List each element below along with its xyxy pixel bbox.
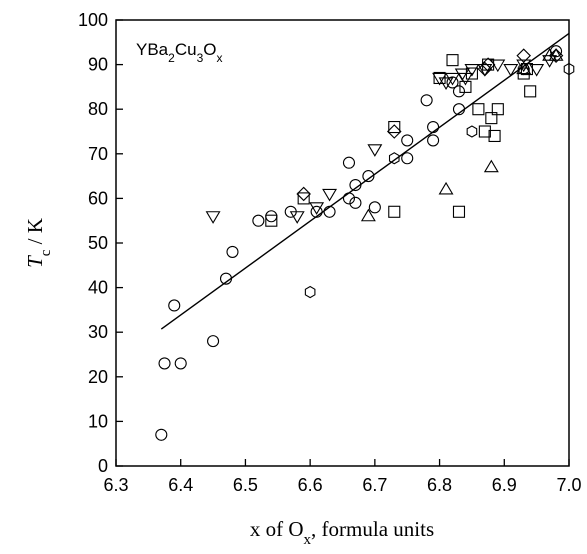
diamond-marker — [477, 61, 493, 77]
y-tick-label: 60 — [88, 188, 108, 208]
circle-marker — [323, 205, 336, 218]
triangle-up-marker — [438, 181, 454, 195]
x-tick-label: 6.6 — [298, 475, 323, 495]
diamond-marker — [386, 124, 402, 139]
y-tick-label: 50 — [88, 233, 108, 253]
triangle-down-marker — [438, 77, 454, 91]
circle-marker — [155, 428, 168, 441]
circle-marker — [420, 94, 433, 107]
circle-marker — [342, 192, 356, 205]
compound-annotation: YBa2Cu3Ox — [136, 40, 222, 65]
triangle-down-marker — [367, 144, 383, 157]
x-tick-label: 7.0 — [556, 475, 581, 495]
circle-marker — [401, 134, 414, 147]
triangle-down-marker — [289, 211, 305, 224]
y-tick-label: 80 — [88, 99, 108, 119]
circle-marker — [427, 120, 440, 134]
circle-marker — [174, 357, 187, 370]
circle-marker — [265, 210, 278, 223]
y-axis: 0 10 20 30 40 50 60 70 80 90 100 — [78, 10, 123, 476]
x-axis-title: x of Ox, formula units — [250, 517, 434, 548]
circle-marker — [158, 357, 171, 370]
circle-marker — [207, 335, 220, 348]
circle-marker — [401, 152, 414, 165]
square-marker — [488, 129, 501, 143]
square-marker — [265, 214, 278, 227]
circle-marker — [349, 196, 362, 209]
circle-marker — [427, 134, 440, 147]
square-marker — [297, 192, 310, 205]
y-tick-label: 20 — [88, 367, 108, 387]
circle-marker — [362, 170, 375, 183]
triangle-up-marker — [548, 48, 564, 61]
diamond-marker — [480, 57, 496, 72]
y-tick-label: 70 — [88, 144, 108, 164]
triangle-down-marker — [457, 72, 473, 86]
triangle-down-marker — [490, 59, 506, 73]
hexagon-marker — [518, 62, 530, 76]
x-tick-label: 6.5 — [233, 475, 258, 495]
circle-marker — [452, 85, 466, 98]
y-tick-label: 90 — [88, 55, 108, 75]
hexagon-marker — [304, 285, 316, 299]
hexagon-marker — [563, 62, 575, 76]
triangle-down-marker — [445, 72, 460, 86]
square-marker — [491, 103, 504, 116]
circle-marker — [226, 245, 239, 258]
y-tick-label: 40 — [88, 278, 108, 298]
diamond-marker — [296, 186, 311, 202]
triangle-up-marker — [483, 159, 499, 173]
triangle-down-marker — [205, 211, 221, 224]
triangle-down-marker — [464, 64, 480, 77]
hexagon-marker — [388, 152, 400, 165]
fit-line-group — [160, 32, 570, 330]
triangle-down-marker — [432, 72, 448, 86]
square-marker — [459, 80, 472, 93]
circle-marker — [349, 178, 362, 192]
triangle-down-marker — [529, 64, 545, 77]
hexagon-marker — [466, 125, 478, 138]
fit-line — [160, 32, 570, 330]
triangle-down-marker — [503, 64, 519, 77]
square-marker — [524, 85, 537, 98]
triangle-down-marker — [477, 64, 493, 77]
circle-marker — [219, 272, 233, 285]
square-marker — [478, 125, 491, 138]
circle-marker — [168, 299, 181, 312]
x-tick-label: 6.8 — [427, 475, 452, 495]
circle-marker — [310, 205, 323, 218]
square-marker — [388, 205, 401, 218]
diamond-marker — [516, 48, 531, 63]
diamond-marker — [548, 48, 564, 63]
y-tick-label: 0 — [98, 456, 108, 476]
x-axis: 6.3 6.4 6.5 6.6 6.7 6.8 6.9 7.0 — [103, 459, 582, 495]
circle-marker — [452, 103, 466, 116]
x-tick-label: 6.9 — [492, 475, 517, 495]
plot-area-frame — [115, 19, 570, 467]
square-marker — [472, 103, 485, 116]
square-marker — [446, 54, 459, 67]
data-markers — [155, 45, 575, 441]
square-marker — [452, 205, 466, 218]
triangle-down-marker — [322, 188, 338, 202]
triangle-up-marker — [360, 208, 376, 222]
square-marker — [388, 120, 401, 134]
triangle-up-marker — [516, 61, 532, 75]
circle-marker — [342, 156, 356, 169]
x-tick-label: 6.4 — [168, 475, 193, 495]
circle-marker — [368, 201, 381, 214]
y-tick-label: 10 — [88, 411, 108, 431]
y-axis-title: Tc / K — [23, 218, 54, 268]
circle-marker — [446, 76, 459, 89]
triangle-down-marker — [309, 202, 325, 215]
y-tick-label: 100 — [78, 10, 108, 30]
x-tick-label: 6.7 — [362, 475, 387, 495]
circle-marker — [252, 214, 265, 227]
y-tick-label: 30 — [88, 322, 108, 342]
square-marker — [485, 112, 498, 125]
x-tick-label: 6.3 — [103, 475, 128, 495]
